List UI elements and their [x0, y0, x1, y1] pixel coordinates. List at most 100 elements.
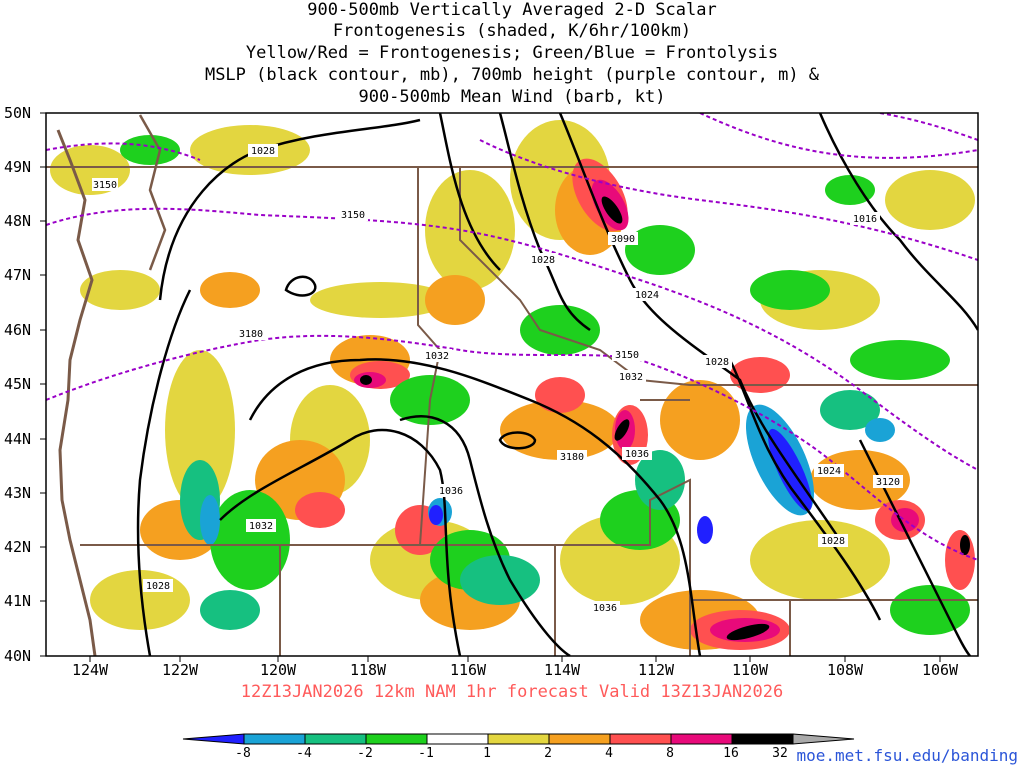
mslp-label-text: 1024	[635, 290, 659, 301]
lat-label: 50N	[4, 104, 32, 122]
mslp-label: 1036	[622, 447, 652, 460]
colorbar-segment	[182, 733, 245, 745]
colorbar-segment	[609, 733, 672, 745]
colorbar-segment	[548, 733, 611, 745]
colorbar-label: 16	[723, 746, 739, 761]
mslp-label-text: 1036	[439, 486, 463, 497]
lat-label: 49N	[4, 158, 32, 176]
pacific-coastline	[56, 129, 97, 656]
colorbar-segment	[670, 733, 733, 745]
mslp-label: 1028	[702, 355, 732, 368]
colorbar-label: 1	[483, 746, 491, 761]
colorbar-label: 2	[544, 746, 552, 761]
colorbar-segment	[426, 733, 489, 745]
mslp-label: 1028	[143, 579, 173, 592]
mslp-label-text: 1028	[251, 146, 275, 157]
colorbar-segment	[304, 733, 367, 745]
mslp-label-text: 1036	[625, 449, 649, 460]
mslp-label: 1024	[814, 464, 844, 477]
mslp-label-text: 1036	[593, 603, 617, 614]
title-line-5: 900-500mb Mean Wind (barb, kt)	[358, 87, 666, 107]
lat-label: 45N	[4, 375, 32, 393]
lon-label: 114W	[543, 661, 581, 679]
mslp-label: 1032	[246, 519, 276, 532]
colorbar-label: -8	[235, 746, 251, 761]
credit-link[interactable]: moe.met.fsu.edu/banding	[796, 746, 1018, 765]
lon-label: 106W	[921, 661, 959, 679]
frontolysis-moderate	[180, 390, 880, 630]
lon-label: 112W	[637, 661, 675, 679]
height-label: 3150	[92, 178, 118, 191]
height-label: 3180	[557, 450, 587, 463]
mslp-label-text: 1032	[249, 521, 273, 532]
mslp-label-text: 1032	[619, 372, 643, 383]
valid-time-text: 12Z13JAN2026 12km NAM 1hr forecast Valid…	[240, 682, 784, 702]
lon-label: 116W	[449, 661, 487, 679]
lat-label: 42N	[4, 538, 32, 556]
colorbar-label: 8	[666, 746, 674, 761]
mslp-label: 1016	[850, 212, 880, 225]
lat-label: 47N	[4, 266, 32, 284]
height-label: 3180	[236, 327, 266, 340]
mslp-label: 1036	[590, 601, 620, 614]
contour-labels: 1028 1028 1016 1024 1028 1032 1032 1036 …	[92, 144, 903, 614]
colorbar-label: -2	[357, 746, 373, 761]
lon-label: 124W	[71, 661, 109, 679]
colorbar-label: -1	[418, 746, 434, 761]
lon-label: 118W	[349, 661, 387, 679]
title-line-1: 900-500mb Vertically Averaged 2-D Scalar	[307, 0, 717, 20]
mslp-label: 1028	[248, 144, 278, 157]
height-label: 3090	[608, 232, 638, 245]
frontogenesis-extreme	[360, 196, 970, 641]
height-label-text: 3150	[341, 210, 365, 221]
height-label-text: 3180	[560, 452, 584, 463]
height-label: 3150	[338, 208, 368, 221]
lon-label: 120W	[259, 661, 297, 679]
mslp-label: 1028	[528, 253, 558, 266]
colorbar-segment	[731, 733, 794, 745]
colorbar-segment	[487, 733, 550, 745]
colorbar	[182, 733, 855, 745]
colorbar-segment	[792, 733, 855, 745]
height-label-text: 3120	[876, 477, 900, 488]
lat-label: 40N	[4, 647, 32, 665]
mslp-label: 1024	[632, 288, 662, 301]
shading-layer	[46, 113, 978, 656]
title-line-4: MSLP (black contour, mb), 700mb height (…	[204, 65, 820, 85]
height-label-text: 3090	[611, 234, 635, 245]
height-label: 3120	[873, 475, 903, 488]
height-label-text: 3150	[615, 350, 639, 361]
colorbar-label: 32	[772, 746, 788, 761]
colorbar-segment	[365, 733, 428, 745]
mslp-label: 1028	[818, 534, 848, 547]
lat-label: 44N	[4, 430, 32, 448]
axis-ticks	[40, 112, 941, 662]
title-line-2: Frontogenesis (shaded, K/6hr/100km)	[332, 21, 692, 41]
mslp-label-text: 1028	[705, 357, 729, 368]
mslp-contours	[136, 113, 978, 656]
mslp-label: 1032	[616, 370, 646, 383]
mslp-label-text: 1028	[146, 581, 170, 592]
lat-label: 43N	[4, 484, 32, 502]
lat-label: 48N	[4, 212, 32, 230]
mslp-label-text: 1016	[853, 214, 877, 225]
lat-label: 46N	[4, 321, 32, 339]
mslp-label-text: 1024	[817, 466, 841, 477]
mslp-label-text: 1028	[821, 536, 845, 547]
mslp-label: 1032	[422, 349, 452, 362]
lon-label: 110W	[731, 661, 769, 679]
colorbar-segment	[243, 733, 306, 745]
height-label-text: 3180	[239, 329, 263, 340]
colorbar-label: -4	[296, 746, 312, 761]
height-label: 3150	[612, 348, 642, 361]
lon-label: 122W	[161, 661, 199, 679]
colorbar-label: 4	[605, 746, 613, 761]
mslp-label-text: 1028	[531, 255, 555, 266]
mslp-label: 1036	[436, 484, 466, 497]
lon-label: 108W	[826, 661, 864, 679]
lat-label: 41N	[4, 592, 32, 610]
height-label-text: 3150	[93, 180, 117, 191]
title-line-3: Yellow/Red = Frontogenesis; Green/Blue =…	[245, 43, 779, 63]
puget-sound	[138, 114, 167, 271]
